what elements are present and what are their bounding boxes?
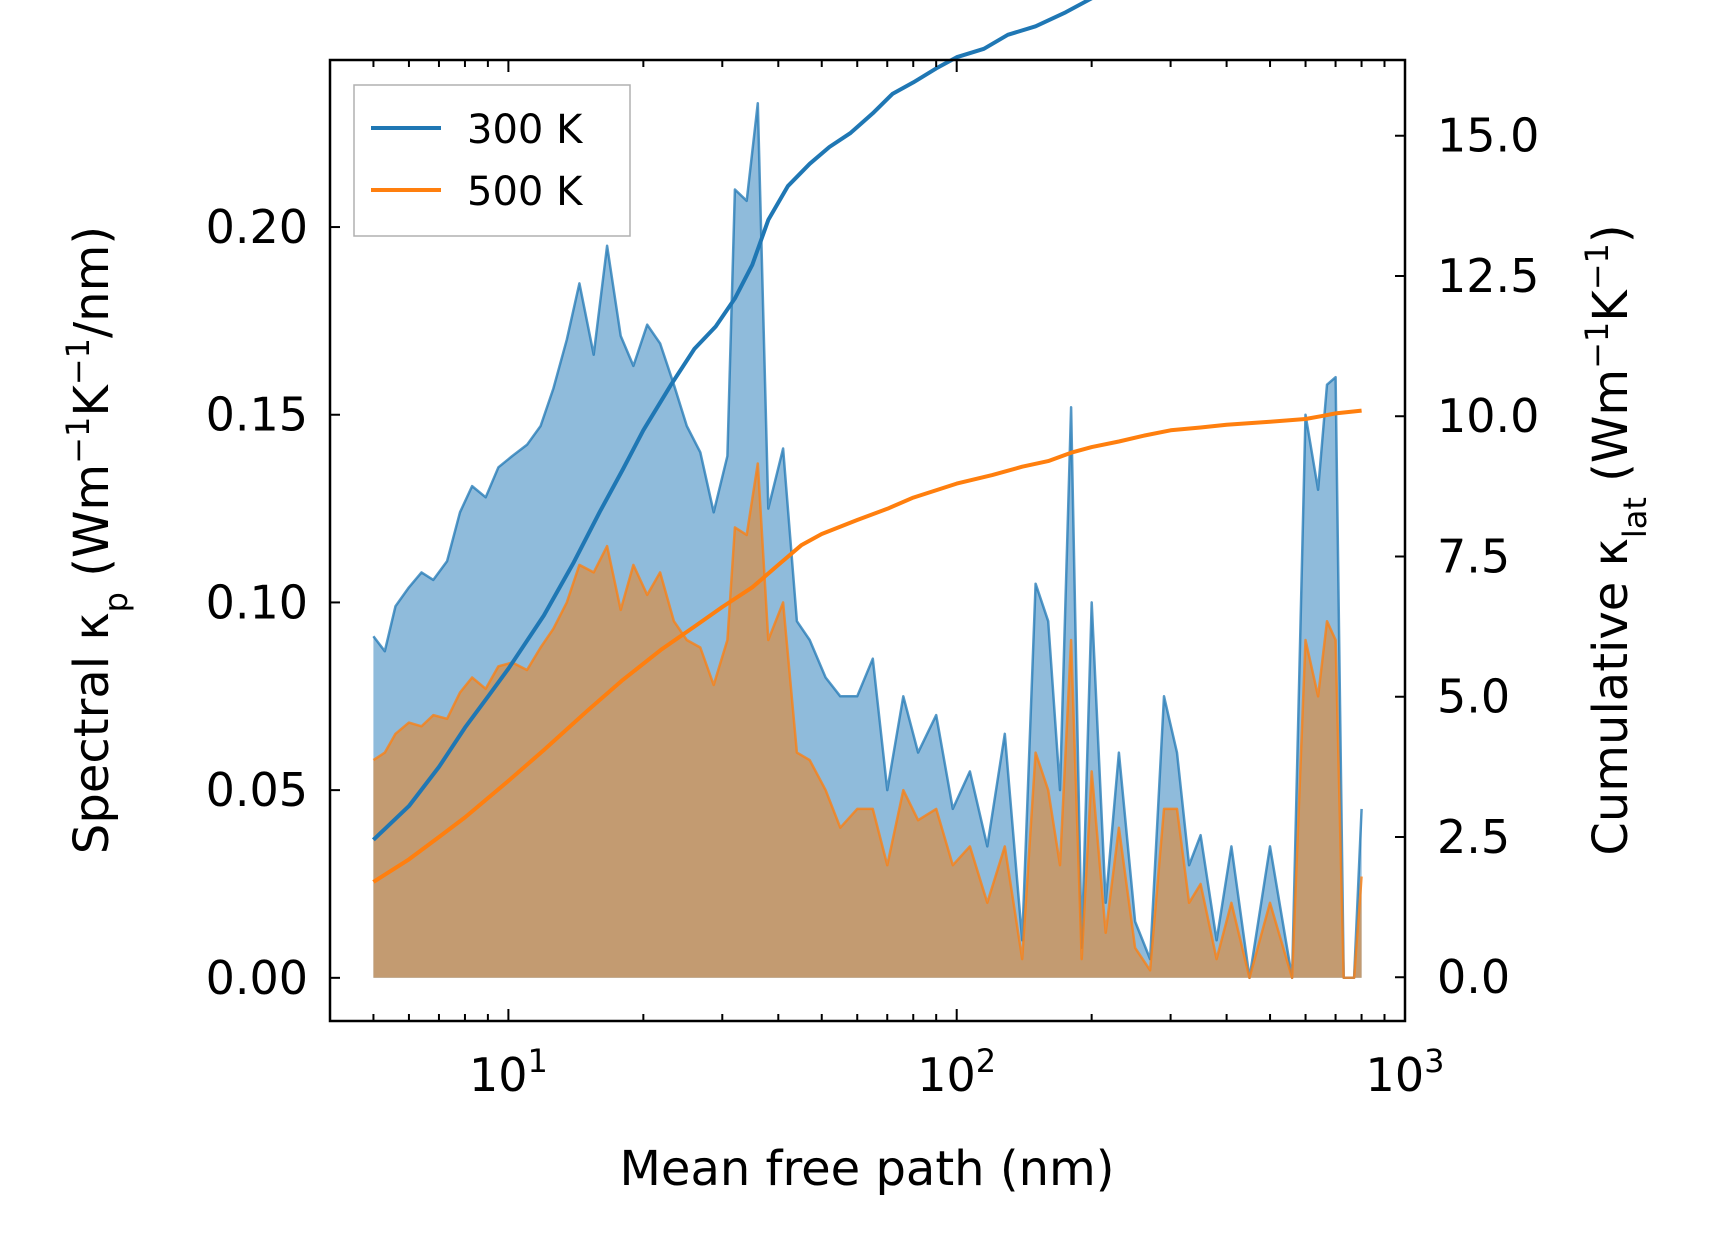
y-right-tick-label: 12.5 (1437, 249, 1539, 303)
y-left-sub: p (97, 592, 135, 612)
y-right-sup1: −1 (1578, 322, 1616, 369)
y-right-tick-label: 0.0 (1437, 950, 1510, 1004)
y-right-sup2: −1 (1578, 243, 1616, 290)
y-left-units-close: /nm) (64, 226, 120, 338)
spectral-line-300k (372, 101, 1363, 980)
y-left-mid: K (64, 384, 120, 417)
y-left-tick-label: 0.20 (206, 200, 308, 254)
y-right-units-open: (Wm (1583, 369, 1639, 497)
x-tick-label: 103 (1366, 1042, 1445, 1102)
x-tick-label: 102 (917, 1042, 996, 1102)
y-left-units-open: (Wm (64, 464, 120, 592)
fill-layer (372, 101, 1363, 980)
plot-frame (328, 58, 1407, 1023)
legend-box (353, 84, 631, 237)
y-axis-left-title: Spectral κp (Wm−1K−1/nm) (59, 226, 135, 854)
y-right-units-close: ) (1583, 224, 1639, 243)
y-right-tick-label: 5.0 (1437, 670, 1510, 724)
y-left-base: Spectral κ (64, 612, 120, 854)
legend-label-500k: 500 K (467, 169, 584, 215)
y-right-base: Cumulative κ (1583, 538, 1639, 856)
tick-layer: 0.00 0.05 0.10 0.15 0.20 0.0 2.5 5.0 7.5 10.0 12.5… (206, 60, 1539, 1102)
cumulative-line-500k (372, 408, 1362, 884)
y-left-tick-label: 0.10 (206, 575, 308, 629)
y-axis-right-title: Cumulative κlat (Wm−1K−1) (1578, 224, 1654, 855)
legend: 300 K 500 K (353, 84, 631, 237)
y-right-sub: lat (1616, 497, 1654, 538)
legend-label-300k: 300 K (467, 107, 584, 153)
y-right-tick-label: 2.5 (1437, 810, 1510, 864)
spectral-line-500k (372, 462, 1363, 980)
spectral-fill-500k (373, 463, 1362, 978)
y-left-sup2: −1 (59, 338, 97, 385)
x-axis-title: Mean free path (nm) (620, 1141, 1115, 1197)
y-left-tick-label: 0.00 (206, 951, 308, 1005)
y-right-tick-label: 7.5 (1437, 529, 1510, 583)
y-left-sup1: −1 (59, 417, 97, 464)
cumulative-line-300k (372, 0, 1093, 842)
x-tick-label: 101 (469, 1042, 548, 1102)
line-layer (372, 0, 1362, 884)
y-left-tick-label: 0.05 (206, 763, 308, 817)
y-left-tick-label: 0.15 (206, 388, 308, 442)
y-right-mid: K (1583, 289, 1639, 322)
y-right-tick-label: 15.0 (1437, 109, 1539, 163)
y-right-tick-label: 10.0 (1437, 389, 1539, 443)
